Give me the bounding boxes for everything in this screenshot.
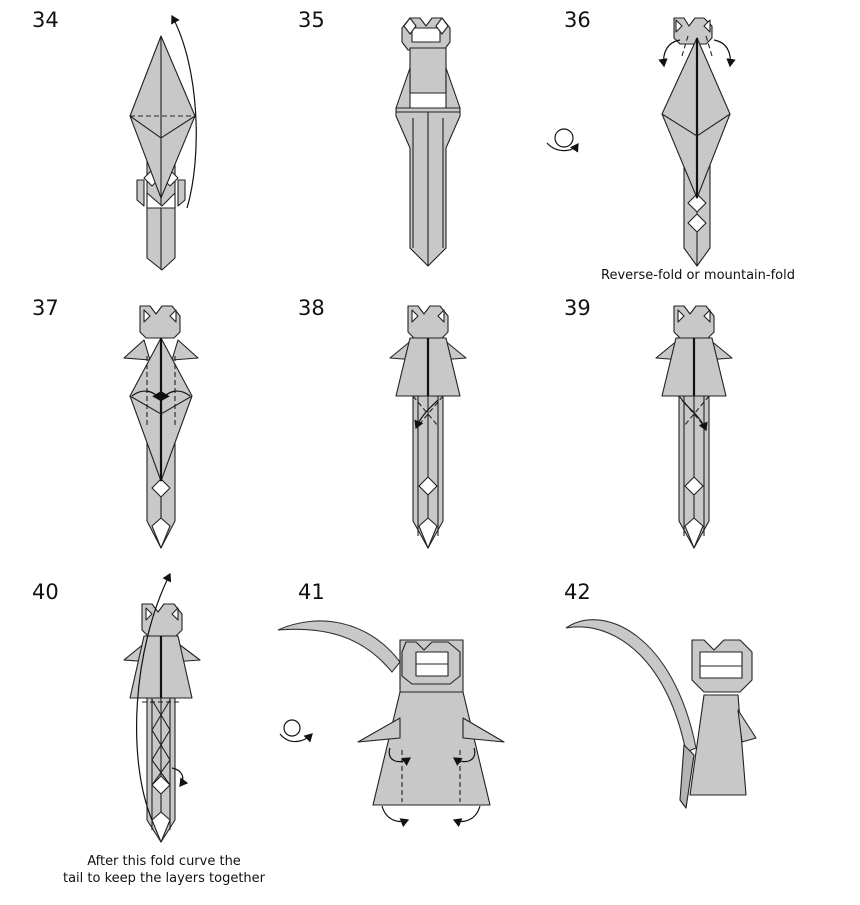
step-38-diagram [389,305,467,549]
step-35: 35 [298,8,584,308]
step-38: 38 [298,296,584,596]
step-number: 42 [564,580,591,604]
step-35-diagram [395,17,461,267]
step-42-diagram [565,619,757,809]
step-number: 37 [32,296,59,320]
step-41-diagram [277,620,505,828]
turn-over-icon [546,128,579,153]
step-37-diagram [123,305,199,549]
step-41: 41 [277,580,584,880]
step-number: 34 [32,8,59,32]
step-number: 39 [564,296,591,320]
step-number: 41 [298,580,325,604]
step-37: 37 [32,296,318,596]
step-42: 42 [564,580,850,880]
step-36: 36 Reverse-fold or mountain-fold [546,8,850,308]
step-40: 40 After this fold curve the tail to kee… [32,572,318,886]
caption-line-2: tail to keep the layers together [62,871,265,886]
step-40-caption: After this fold curve the tail to keep t… [54,853,274,887]
step-34-diagram [129,14,197,271]
step-34: 34 [32,8,318,308]
step-number: 35 [298,8,325,32]
step-36-diagram [546,17,736,267]
step-number: 38 [298,296,325,320]
step-39-diagram [655,305,733,549]
step-number: 40 [32,580,59,604]
turn-over-icon [279,719,313,743]
step-39: 39 [564,296,850,596]
caption-line-1: After this fold curve the [87,854,241,869]
step-40-diagram [123,572,201,843]
step-36-caption: Reverse-fold or mountain-fold [601,268,795,283]
step-number: 36 [564,8,591,32]
